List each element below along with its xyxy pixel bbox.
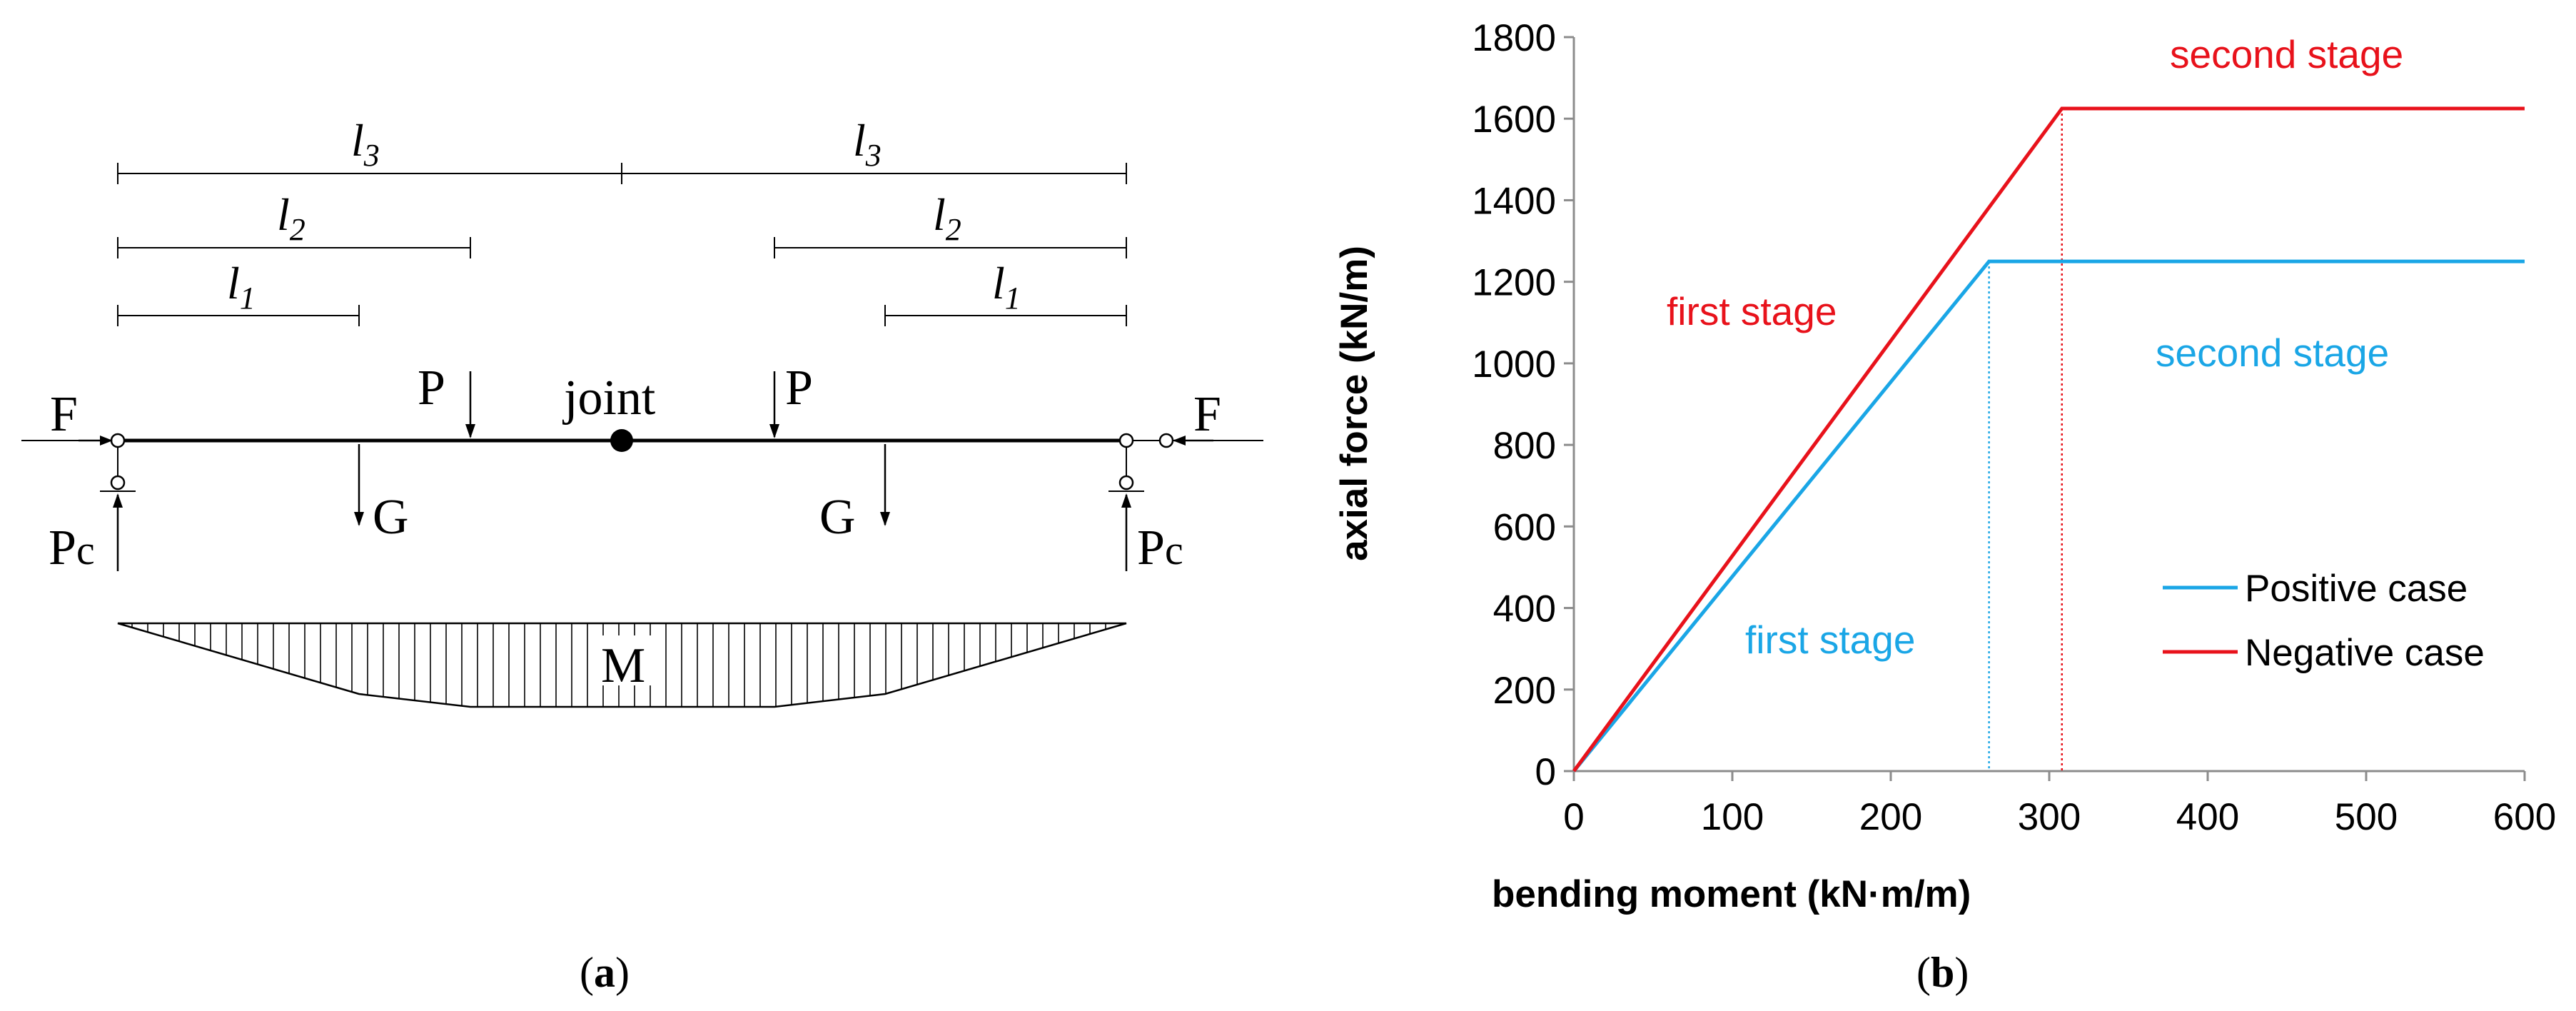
x-tick-label: 300	[2018, 796, 2081, 838]
dimension-lines	[117, 163, 1127, 326]
chart-drop-lines	[1988, 108, 2064, 771]
annotation-negative-second-stage: second stage	[2170, 32, 2403, 76]
x-tick-label: 100	[1701, 796, 1764, 838]
support-pin-right	[1118, 475, 1134, 491]
label-load-p-left: P	[418, 361, 445, 416]
hinge-right-outer	[1158, 433, 1174, 448]
label-l2-right: l2	[933, 189, 961, 247]
label-weight-g-right: G	[819, 490, 856, 545]
series-line-positive	[1572, 259, 2525, 773]
y-tick-label: 1800	[1472, 17, 1556, 59]
label-l3-right: l3	[853, 115, 882, 173]
x-axis-label: bending moment (kN·m/m)	[1492, 873, 1971, 915]
y-tick-label: 1000	[1472, 343, 1556, 386]
x-tick-label: 0	[1563, 796, 1584, 838]
label-l1-right: l1	[992, 258, 1021, 316]
arrowhead	[465, 424, 475, 438]
label-load-p-right: P	[785, 361, 813, 416]
arrowhead	[880, 512, 890, 526]
legend-label-positive: Positive case	[2245, 568, 2468, 610]
hinge-right	[1118, 433, 1134, 448]
arrowhead	[354, 512, 364, 526]
label-force-f-right: F	[1193, 387, 1221, 442]
y-tick-label: 1600	[1472, 99, 1556, 141]
legend-label-negative: Negative case	[2245, 632, 2485, 674]
label-joint: joint	[562, 371, 656, 426]
y-tick-label: 0	[1535, 751, 1556, 793]
chart-series	[1572, 106, 2525, 773]
y-tick-label: 600	[1493, 506, 1556, 548]
label-l1-left: l1	[227, 258, 256, 316]
panel-a-diagram: l3 l3 l2 l2 l1 l1 joint F F P	[21, 115, 1263, 996]
label-weight-g-left: G	[373, 490, 409, 545]
annotation-negative-first-stage: first stage	[1667, 289, 1837, 333]
y-tick-label: 800	[1493, 425, 1556, 467]
label-reaction-left: Pc	[49, 520, 95, 575]
x-tick-label: 500	[2335, 796, 2398, 838]
chart-ticks: 0 100 200 300 400 500 600 0 200 400 600 800 1000 1200…	[1472, 17, 2556, 838]
caption-a: (a)	[580, 949, 630, 996]
series-line-negative	[1572, 106, 2525, 773]
moment-diagram-outline	[117, 622, 1127, 708]
x-tick-label: 400	[2176, 796, 2239, 838]
moment-label-bg	[601, 635, 655, 685]
panel-b-chart: 0 100 200 300 400 500 600 0 200 400 600 800 1000 1200…	[1333, 17, 2556, 996]
arrowhead	[769, 424, 779, 438]
arrowhead	[100, 436, 113, 446]
caption-b: (b)	[1916, 949, 1969, 996]
joint-node	[610, 429, 633, 452]
chart-legend: Positive case Negative case	[2163, 568, 2485, 674]
arrowhead	[113, 493, 123, 508]
label-l2-left: l2	[277, 189, 305, 247]
y-tick-label: 1200	[1472, 262, 1556, 304]
y-tick-label: 1400	[1472, 180, 1556, 222]
y-tick-label: 200	[1493, 670, 1556, 712]
arrowhead	[1121, 493, 1131, 508]
arrowhead	[1173, 436, 1186, 446]
annotation-positive-first-stage: first stage	[1745, 618, 1915, 662]
y-axis-label: axial force (kN/m)	[1333, 246, 1375, 561]
label-reaction-right: Pc	[1137, 520, 1183, 575]
x-tick-label: 200	[1859, 796, 1922, 838]
label-moment: M	[601, 638, 645, 693]
hinge-left	[110, 433, 126, 448]
label-l3-left: l3	[351, 115, 380, 173]
y-tick-label: 400	[1493, 588, 1556, 630]
support-pin-left	[110, 475, 126, 491]
label-force-f-left: F	[50, 387, 78, 442]
x-tick-label: 600	[2493, 796, 2556, 838]
annotation-positive-second-stage: second stage	[2156, 331, 2389, 375]
